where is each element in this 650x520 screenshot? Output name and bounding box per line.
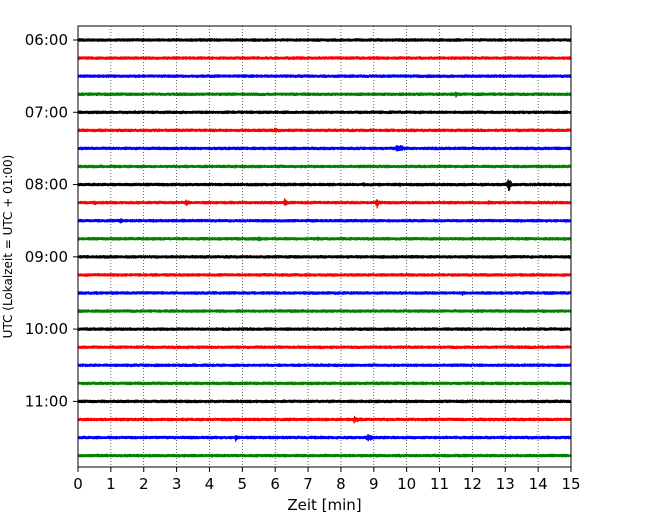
trace-line (77, 399, 572, 404)
trace-line (77, 218, 572, 224)
x-tick-label: 4 (205, 475, 215, 493)
y-tick-label: 09:00 (25, 248, 68, 266)
x-tick-label: 14 (529, 475, 548, 493)
seismic-traces (77, 38, 572, 458)
trace-line (77, 38, 572, 42)
trace-line (77, 127, 572, 133)
trace-line (77, 56, 572, 60)
y-axis-ticks: 06:00 07:00 08:00 09:00 10:00 11:00 (25, 31, 78, 410)
x-tick-label: 6 (270, 475, 280, 493)
x-tick-label: 1 (106, 475, 116, 493)
x-tick-label: 2 (139, 475, 149, 493)
trace-line (77, 327, 572, 332)
trace-line (77, 198, 572, 209)
trace-line (77, 381, 572, 386)
x-tick-label: 3 (172, 475, 182, 493)
x-tick-label: 9 (369, 475, 379, 493)
y-tick-label: 10:00 (25, 320, 68, 338)
trace-line (77, 363, 572, 368)
x-tick-label: 5 (238, 475, 248, 493)
x-axis-label: Zeit [min] (287, 496, 361, 514)
x-tick-label: 13 (496, 475, 515, 493)
trace-line (77, 179, 572, 191)
trace-line (77, 110, 572, 115)
x-tick-label: 15 (561, 475, 580, 493)
trace-line (77, 309, 572, 313)
x-tick-label: 7 (303, 475, 313, 493)
trace-line (77, 91, 572, 98)
x-axis-ticks: 0 1 2 3 4 5 6 7 8 9 10 11 12 13 14 15 (73, 467, 581, 493)
trace-line (77, 415, 572, 424)
trace-line (77, 236, 572, 242)
trace-line (77, 273, 572, 277)
trace-line (77, 164, 572, 169)
x-tick-label: 11 (430, 475, 449, 493)
trace-line (77, 434, 572, 442)
x-tick-label: 8 (336, 475, 346, 493)
trace-line (77, 144, 572, 152)
x-tick-label: 0 (73, 475, 83, 493)
y-tick-label: 06:00 (25, 31, 68, 49)
y-axis-label: UTC (Lokalzeit = UTC + 01:00) (1, 155, 15, 339)
trace-line (77, 74, 572, 79)
trace-line (77, 254, 572, 259)
trace-line (77, 453, 572, 458)
y-tick-label: 07:00 (25, 103, 68, 121)
trace-line (77, 291, 572, 296)
x-tick-label: 12 (463, 475, 482, 493)
y-tick-label: 11:00 (25, 392, 68, 410)
x-tick-label: 10 (397, 475, 416, 493)
plot-frame (77, 25, 572, 468)
y-tick-label: 08:00 (25, 176, 68, 194)
trace-line (77, 345, 572, 350)
